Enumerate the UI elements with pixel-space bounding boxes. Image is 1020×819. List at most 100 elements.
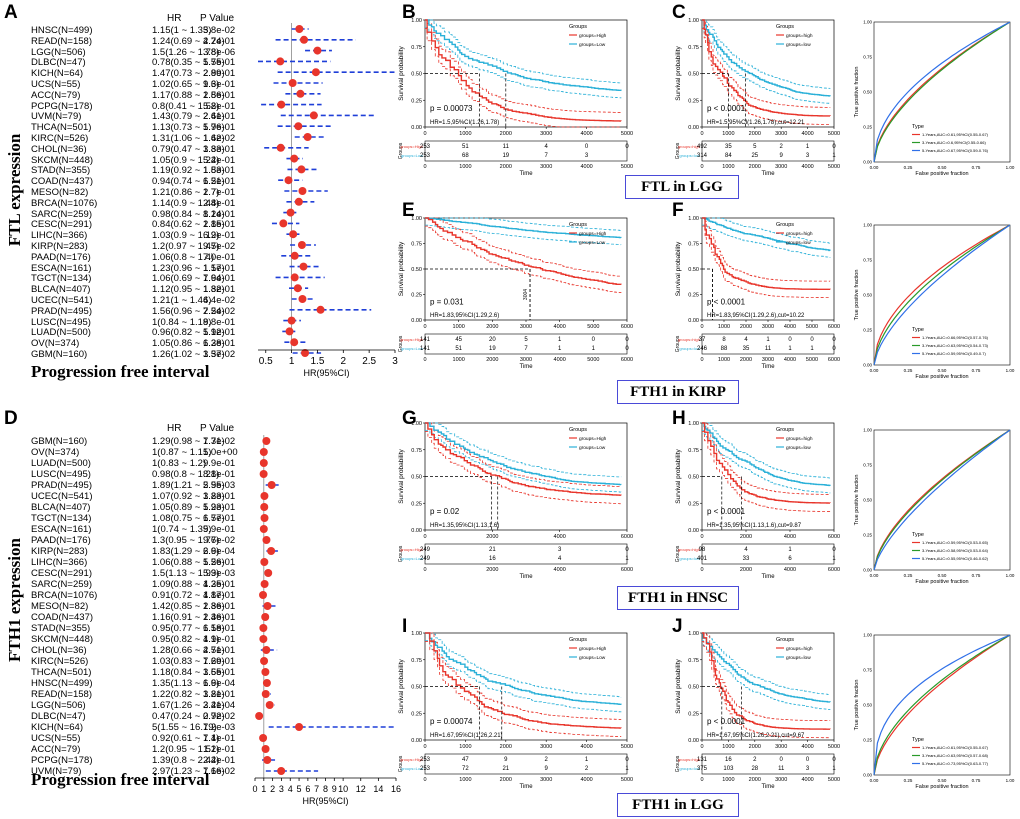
- cancer-name: OV(N=374): [31, 338, 80, 350]
- y-tick-label: 0.00: [688, 528, 699, 534]
- risk-x-tick: 4000: [801, 164, 813, 170]
- risk-ylabel: Groups: [398, 142, 404, 159]
- cancer-name: TGCT(N=134): [31, 273, 92, 285]
- risk-high-value: 253: [420, 757, 431, 763]
- hr-text: HR=1.83,95%CI(1.29,2.6): [430, 313, 499, 319]
- forest-row: UCS(N=55) 0.92(0.61 ~ 1.4) 7.1e-01: [31, 733, 241, 744]
- legend-entry: 3-Years,AUC=0.63,95%CI(0.57-0.68): [922, 753, 989, 758]
- cancer-name: READ(N=158): [31, 35, 92, 47]
- x-axis-label: Time: [519, 574, 533, 580]
- forest-row: LUAD(N=500) 1(0.83 ~ 1.2) 9.9e-01: [31, 458, 241, 469]
- legend-low: groups=low: [786, 445, 811, 451]
- hr-value: 1.13(0.73 ~ 1.76): [152, 122, 225, 134]
- cancer-name: LGG(N=506): [31, 46, 86, 58]
- hr-point: [259, 459, 268, 467]
- risk-high-label: groups=high: [678, 757, 700, 762]
- forest-row: THCA(N=501) 1.18(0.84 ~ 1.65) 3.5e-01: [31, 667, 241, 678]
- y-tick-label: 0.00: [863, 568, 872, 573]
- cancer-name: UCEC(N=541): [31, 295, 93, 306]
- x-tick-label: 2000: [486, 324, 498, 330]
- risk-ylabel: Groups: [398, 545, 404, 562]
- cancer-name: ESCA(N=161): [31, 262, 92, 274]
- y-tick-label: 0.00: [411, 738, 422, 744]
- forest-row: UCS(N=55) 1.02(0.65 ~ 1.6) 9.3e-01: [31, 79, 241, 90]
- x-tick-label: 0: [423, 324, 426, 330]
- cancer-name: KIRC(N=526): [31, 133, 89, 144]
- hr-point: [311, 68, 320, 77]
- risk-low-value: 19: [502, 153, 509, 159]
- forest-row: HNSC(N=499) 1.15(1 ~ 1.33) 5.8e-02: [31, 25, 241, 36]
- risk-high-value: 16: [725, 757, 732, 763]
- ci-high-upper: [702, 19, 831, 108]
- forest-row: CESC(N=291) 0.84(0.62 ~ 1.15) 2.8e-01: [31, 219, 241, 230]
- risk-high-value: 3: [558, 547, 562, 553]
- x-tick-label: 0.50: [938, 573, 947, 578]
- hr-point: [316, 305, 325, 314]
- panel-label-a: A: [4, 2, 18, 23]
- hr-point: [301, 349, 310, 357]
- x-axis-label: Time: [519, 364, 533, 370]
- p-value: 2.4e-01: [203, 755, 236, 766]
- roc-plot-4: 0.000.00 0.25 0.25 0.50 0.50 0.75 0.75 1.00 1.00…: [854, 633, 1015, 791]
- forest-row: OV(N=374) 1(0.87 ~ 1.15) 1.0e+00: [31, 447, 241, 458]
- risk-high-value: 45: [455, 337, 462, 343]
- risk-high-value: 9: [504, 757, 508, 763]
- hr-value: 1.29(0.98 ~ 1.71): [152, 436, 225, 447]
- risk-low-value: 1: [592, 346, 596, 352]
- y-tick-label: 0.25: [688, 98, 699, 104]
- hr-point: [267, 481, 276, 489]
- roc-curve: [873, 634, 1011, 776]
- x-tick-label: 7: [314, 784, 319, 794]
- risk-x-tick: 3000: [520, 357, 532, 363]
- cancer-name: BRCA(N=1076): [31, 197, 98, 209]
- hr-point: [259, 624, 268, 632]
- hr-point: [289, 230, 298, 239]
- risk-high-value: 492: [697, 144, 708, 150]
- risk-low-value: 35: [743, 346, 750, 352]
- risk-low-value: 1: [832, 766, 836, 772]
- hr-text: HR=1.35,95%CI(1.13,1.6),cut=9.87: [707, 523, 802, 529]
- risk-high-label: groups=High: [400, 144, 423, 149]
- y-tick-label: 0.75: [688, 242, 699, 248]
- ci-high-lower: [425, 431, 622, 505]
- y-tick-label: 0.00: [411, 125, 422, 131]
- y-tick-label: 1.00: [863, 633, 872, 638]
- ci-low-lower: [425, 27, 622, 99]
- ci-low-upper: [425, 19, 622, 84]
- hr-point: [285, 327, 294, 336]
- legend-title: Groups: [569, 222, 587, 228]
- forest-row: SKCM(N=448) 1.05(0.9 ~ 1.22) 5.4e-01: [31, 155, 241, 166]
- roc-curve: [873, 224, 1011, 366]
- p-value: 4.7e-01: [203, 35, 236, 47]
- legend-title: Groups: [776, 222, 794, 228]
- hr-point: [313, 46, 322, 55]
- hr-value: 1.35(1.13 ~ 1.6): [152, 678, 220, 689]
- risk-low-value: 253: [420, 153, 431, 159]
- risk-high-value: 8: [722, 337, 726, 343]
- risk-x-tick: 5000: [828, 164, 840, 170]
- legend-title: Type: [912, 327, 924, 333]
- risk-high-value: 0: [832, 337, 836, 343]
- hr-point: [262, 437, 271, 445]
- y-tick-label: 0.25: [688, 293, 699, 299]
- x-tick-label: 0.00: [870, 368, 879, 373]
- risk-low-value: 1: [832, 153, 836, 159]
- legend-title: Type: [912, 737, 924, 743]
- y-tick-label: 0.75: [411, 448, 422, 454]
- ci-low-lower: [702, 27, 831, 104]
- risk-frame: [701, 140, 835, 162]
- risk-x-tick: 0: [423, 777, 426, 783]
- p-value: 9.7e-02: [203, 535, 236, 546]
- risk-x-tick: 2000: [486, 357, 498, 363]
- y-tick-label: 1.00: [411, 18, 422, 24]
- y-tick-label: 0.75: [863, 668, 872, 673]
- ci-high-lower: [702, 641, 831, 739]
- forest-row: SARC(N=259) 1.09(0.88 ~ 1.35) 4.2e-01: [31, 579, 241, 590]
- curve-high: [425, 632, 622, 729]
- risk-high-value: 0: [806, 757, 810, 763]
- x-axis-label: False positive fraction: [915, 784, 968, 790]
- hr-point: [260, 514, 269, 522]
- risk-x-tick: 4000: [784, 357, 796, 363]
- hr-point: [261, 613, 270, 621]
- caption-fth1-lgg: FTH1 in LGG: [617, 793, 739, 817]
